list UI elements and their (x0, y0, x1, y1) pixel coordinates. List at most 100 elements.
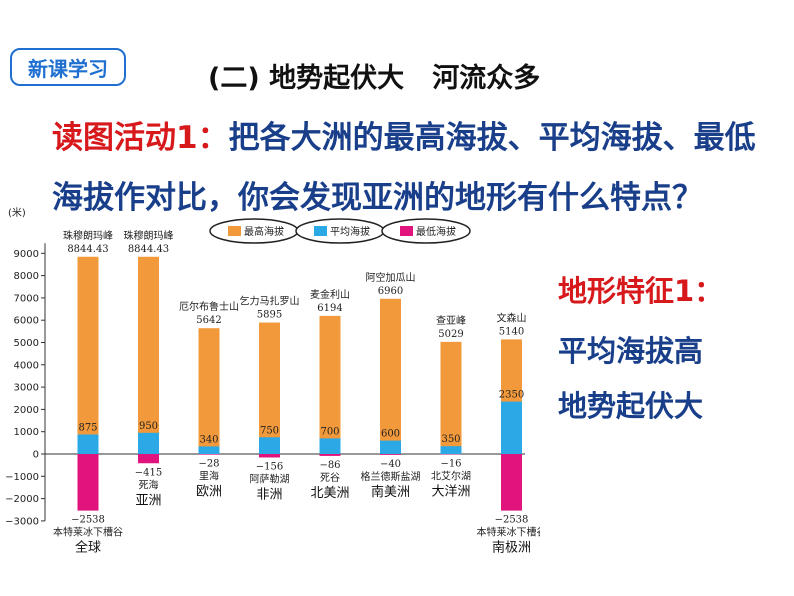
average-value: 350 (441, 434, 460, 445)
y-tick-label: 0 (33, 450, 39, 461)
average-value: 875 (78, 422, 97, 433)
peak-value: 5029 (438, 329, 463, 340)
bar-average (259, 437, 280, 454)
peak-name: 乞力马扎罗山 (240, 295, 300, 308)
bar-lowest (501, 454, 522, 511)
y-tick-label: 4000 (14, 360, 39, 371)
legend-lowest-frame (381, 218, 471, 244)
peak-value: 5895 (257, 310, 282, 321)
lowest-place: 死海 (139, 478, 159, 491)
bar-average (319, 438, 341, 454)
lowest-place: 本特莱冰下槽谷 (477, 526, 541, 539)
peak-value: 8844.43 (128, 244, 169, 255)
category-label: 亚洲 (135, 493, 161, 508)
lowest-value: −86 (319, 460, 340, 471)
bar-highest (198, 328, 220, 454)
category-label: 南美洲 (371, 484, 410, 500)
lowest-place: 本特莱冰下槽谷 (53, 526, 123, 539)
category-label: 非洲 (256, 487, 282, 502)
peak-name: 珠穆朗玛峰 (63, 229, 113, 242)
average-value: 2350 (499, 390, 524, 401)
bar-average (440, 446, 462, 454)
lowest-place: 阿萨勒湖 (250, 472, 290, 485)
y-tick-label: 7000 (14, 293, 39, 304)
bar-lowest (259, 454, 280, 458)
bar-lowest (77, 454, 99, 511)
lowest-place: 格兰德斯盐湖 (361, 470, 421, 483)
bar-highest (319, 315, 341, 454)
y-axis-label: (米) (8, 206, 26, 219)
peak-name: 珠穆朗玛峰 (124, 229, 174, 242)
lowest-value: −28 (198, 459, 219, 470)
peak-value: 6960 (378, 286, 403, 297)
peak-name: 查亚峰 (436, 314, 466, 327)
y-tick-label: 6000 (14, 316, 39, 327)
section-title: (二) 地势起伏大 河流众多 (208, 63, 541, 94)
legend-average-label: 平均海拔 (330, 225, 370, 238)
category-label: 南极洲 (492, 540, 531, 556)
average-value: 600 (381, 429, 400, 440)
feature-point-1: 平均海拔高 (558, 334, 704, 368)
bar-lowest (380, 454, 401, 455)
lowest-value: −156 (256, 461, 283, 472)
lowest-place: 死谷 (320, 472, 340, 484)
activity-text: 读图活动1：把各大洲的最高海拔、平均海拔、最低海拔作对比，你会发现亚洲的地形有什… (52, 108, 782, 228)
average-value: 750 (260, 425, 279, 436)
legend-lowest-label: 最低海拔 (416, 225, 456, 238)
y-tick-label: 3000 (14, 383, 39, 394)
category-label: 全球 (75, 540, 101, 556)
bar-average (380, 440, 401, 454)
bar-average (138, 432, 159, 454)
peak-value: 5140 (499, 326, 524, 337)
feature-point-2: 地势起伏大 (558, 389, 704, 423)
peak-value: 8844.43 (67, 244, 108, 255)
peak-name: 厄尔布鲁士山 (179, 300, 239, 313)
bar-average (501, 401, 522, 454)
bar-highest (138, 256, 159, 454)
lowest-value: −415 (135, 467, 162, 478)
average-value: 340 (199, 434, 218, 445)
category-label: 大洋洲 (431, 484, 470, 499)
lesson-badge: 新课学习 (10, 48, 126, 86)
bar-highest (380, 298, 401, 454)
y-tick-label: −1000 (5, 472, 39, 483)
y-tick-label: 8000 (14, 271, 39, 282)
elevation-chart: (米) 9000 8000 7000 6000 5000 4000 3000 2000 1000 0… (5, 206, 541, 556)
feature-heading: 地形特征1： (558, 274, 724, 308)
average-value: 700 (320, 426, 339, 437)
lowest-value: −16 (440, 458, 461, 469)
lowest-value: −40 (380, 459, 401, 470)
y-tick-label: 1000 (14, 427, 39, 438)
bar-highest (440, 341, 462, 454)
legend-average-swatch (314, 226, 327, 236)
legend-highest-swatch (228, 226, 241, 236)
y-tick-label: 2000 (14, 405, 39, 416)
legend-highest-label: 最高海拔 (244, 225, 284, 238)
peak-name: 文森山 (497, 311, 527, 324)
lowest-place: 里海 (199, 470, 219, 483)
bar-average (198, 446, 220, 454)
bar-highest (77, 256, 99, 454)
category-label: 北美洲 (310, 486, 349, 501)
category-label: 欧洲 (196, 485, 222, 500)
bar-lowest (198, 454, 220, 455)
legend-lowest-swatch (400, 226, 413, 236)
bar-highest (259, 322, 280, 454)
y-tick-label: −3000 (5, 516, 39, 527)
bar-lowest (319, 454, 341, 456)
bar-lowest (138, 454, 159, 464)
bar-average (77, 434, 99, 454)
y-tick-label: 9000 (14, 249, 39, 260)
average-value: 950 (139, 421, 158, 432)
peak-name: 阿空加瓜山 (366, 271, 416, 284)
lowest-value: −2538 (495, 515, 529, 526)
lowest-place: 北艾尔湖 (431, 469, 471, 482)
y-tick-label: −2000 (5, 494, 39, 505)
activity-lead: 读图活动1： (52, 120, 229, 156)
peak-value: 5642 (196, 315, 221, 326)
activity-body: 把各大洲的最高海拔、平均海拔、最低海拔作对比，你会发现亚洲的地形有什么特点？ (52, 120, 756, 216)
y-tick-label: 5000 (14, 338, 39, 349)
peak-name: 麦金利山 (310, 288, 350, 301)
lowest-value: −2538 (71, 515, 105, 526)
peak-value: 6194 (317, 303, 342, 314)
